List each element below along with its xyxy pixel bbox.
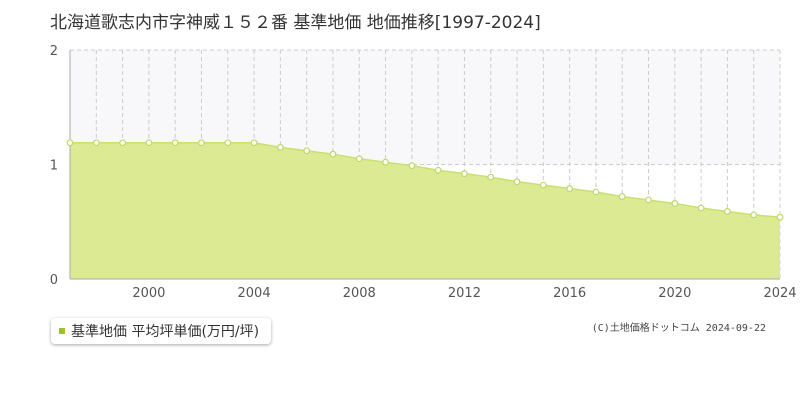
x-tick-label: 2024 bbox=[763, 286, 796, 301]
chart-title: 北海道歌志内市字神威１５２番 基準地価 地価推移[1997-2024] bbox=[50, 13, 541, 33]
data-point bbox=[355, 155, 363, 163]
data-point bbox=[750, 211, 758, 219]
data-point bbox=[145, 139, 153, 147]
legend-swatch bbox=[59, 328, 65, 334]
series-line bbox=[70, 141, 781, 218]
data-point bbox=[461, 170, 468, 178]
data-point bbox=[250, 139, 258, 147]
data-point bbox=[66, 139, 74, 147]
data-point bbox=[408, 162, 416, 170]
data-point bbox=[434, 166, 442, 174]
x-tick-label: 2020 bbox=[658, 286, 691, 301]
data-point bbox=[329, 150, 337, 158]
y-tick-label: 0 bbox=[50, 273, 58, 288]
data-point bbox=[645, 196, 652, 204]
area-chart: 0 1 2 2000 2004 2008 2012 2016 2020 2024 bbox=[50, 44, 797, 301]
data-point bbox=[566, 185, 574, 192]
x-tick-label: 2000 bbox=[132, 286, 165, 301]
x-tick-label: 2004 bbox=[238, 286, 271, 301]
data-point bbox=[382, 158, 389, 166]
x-tick-label: 2016 bbox=[553, 286, 586, 301]
data-point bbox=[618, 193, 626, 200]
data-point bbox=[697, 204, 705, 212]
legend: 基準地価 平均坪単価(万円/坪) bbox=[51, 318, 272, 344]
data-point bbox=[539, 181, 547, 189]
y-tick-label: 2 bbox=[50, 44, 58, 59]
data-point bbox=[119, 139, 126, 147]
credit-text: (C)土地価格ドットコム 2024-09-22 bbox=[591, 323, 766, 334]
data-point bbox=[776, 213, 784, 221]
x-tick-label: 2008 bbox=[343, 286, 376, 301]
data-point bbox=[724, 208, 731, 215]
legend-label: 基準地価 平均坪単価(万円/坪) bbox=[71, 324, 260, 340]
x-tick-label: 2012 bbox=[448, 286, 481, 301]
y-tick-label: 1 bbox=[50, 159, 58, 174]
data-point bbox=[198, 139, 205, 147]
data-point bbox=[92, 139, 100, 147]
data-point bbox=[276, 143, 284, 151]
data-point bbox=[303, 147, 311, 155]
data-point bbox=[224, 139, 232, 147]
series-area bbox=[70, 142, 780, 279]
data-point bbox=[171, 139, 179, 147]
data-point bbox=[671, 200, 679, 207]
data-point bbox=[487, 173, 495, 181]
data-point bbox=[513, 178, 521, 186]
data-point bbox=[592, 188, 600, 196]
